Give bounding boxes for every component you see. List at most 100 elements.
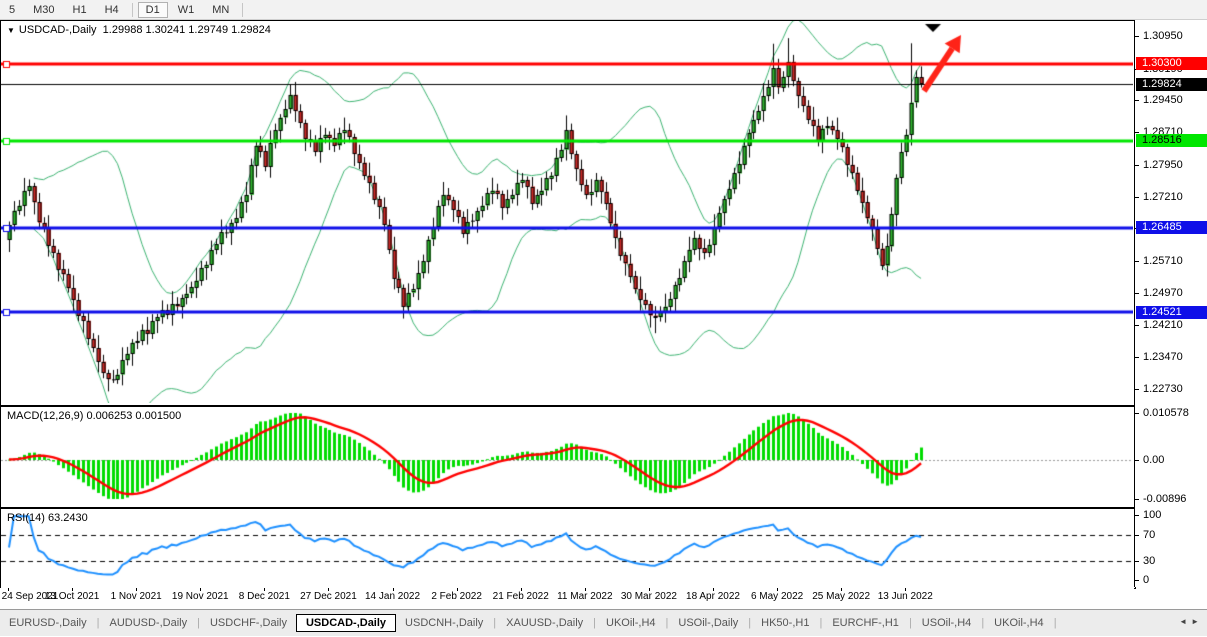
time-axis-label: 14 Jan 2022 [365, 591, 421, 602]
axis-tick-mark [1135, 100, 1139, 101]
price-tick-label: 1.22730 [1143, 383, 1183, 395]
time-tick-mark [200, 588, 201, 591]
main-chart-panel[interactable]: ▼ USDCAD-,Daily 1.29988 1.30241 1.29749 1… [0, 20, 1136, 406]
tab-ukoil-h4[interactable]: UKOil-,H4 [994, 617, 1044, 629]
toolbar-separator [242, 2, 244, 17]
time-axis-label: 13 Jun 2022 [877, 591, 933, 602]
time-axis-label: 30 Mar 2022 [620, 591, 677, 602]
tab-scroll-left-icon[interactable]: ◄ [1179, 617, 1192, 626]
tab-separator: | [665, 617, 669, 629]
time-axis-label: 25 May 2022 [812, 591, 871, 602]
time-axis-label: 18 Apr 2022 [686, 591, 740, 602]
time-tick-mark [905, 588, 906, 591]
axis-tick-mark [1135, 261, 1139, 262]
tab-usoil-daily[interactable]: USOil-,Daily [678, 617, 739, 629]
time-axis[interactable]: 24 Sep 2021 13 Oct 2021 1 Nov 2021 19 Nov 2… [0, 588, 1134, 608]
rsi-tick-label: 30 [1143, 555, 1156, 567]
axis-tick-mark [1135, 413, 1139, 414]
tab-hk50-h1[interactable]: HK50-,H1 [761, 617, 810, 629]
time-tick-mark [521, 588, 522, 591]
timeframe-button-w1[interactable]: W1 [177, 3, 195, 16]
price-tick-label: 1.27950 [1143, 159, 1183, 171]
time-tick-mark [457, 588, 458, 591]
tab-eurusd-daily[interactable]: EURUSD-,Daily [9, 617, 87, 629]
time-tick-mark [777, 588, 778, 591]
hline-price-badge: 1.26485 [1136, 221, 1207, 234]
time-axis-label: 24 Sep 2021 [1, 591, 59, 602]
axis-tick-mark [1135, 165, 1139, 166]
tab-separator: | [908, 617, 912, 629]
chart-symbol-label: USDCAD-,Daily [18, 24, 97, 36]
main-chart-canvas[interactable] [1, 21, 1133, 403]
price-tick-label: 1.23470 [1143, 351, 1183, 363]
axis-tick-mark [1135, 580, 1139, 581]
axis-tick-mark [1135, 389, 1139, 390]
axis-tick-mark [1135, 132, 1139, 133]
timeframe-button-h1[interactable]: H1 [72, 3, 87, 16]
macd-tick-label: 0.010578 [1143, 407, 1189, 419]
axis-tick-mark [1135, 515, 1139, 516]
tab-separator: | [593, 617, 597, 629]
time-axis-label: 6 May 2022 [750, 591, 804, 602]
axis-tick-mark [1135, 357, 1139, 358]
tab-xauusd-daily[interactable]: XAUUSD-,Daily [506, 617, 584, 629]
time-tick-mark [8, 588, 9, 591]
timeframe-button-mn[interactable]: MN [212, 3, 230, 16]
rsi-tick-label: 70 [1143, 529, 1156, 541]
axis-tick-mark [1135, 561, 1139, 562]
tab-usdcad-daily[interactable]: USDCAD-,Daily [295, 614, 397, 632]
axis-tick-mark [1135, 293, 1139, 294]
rsi-indicator-panel[interactable]: RSI(14) 63.2430 [0, 508, 1136, 589]
time-axis-label: 1 Nov 2021 [110, 591, 162, 602]
time-tick-mark [328, 588, 329, 591]
time-axis-label: 13 Oct 2021 [44, 591, 100, 602]
tab-separator: | [1053, 617, 1057, 629]
tab-separator: | [819, 617, 823, 629]
macd-indicator-panel[interactable]: MACD(12,26,9) 0.006253 0.001500 [0, 406, 1136, 508]
rsi-canvas[interactable] [1, 509, 1133, 586]
time-tick-mark [841, 588, 842, 591]
macd-label: MACD(12,26,9) 0.006253 0.001500 [7, 410, 182, 422]
timeframe-toolbar: 5 M30 H1 H4 D1 W1 MN [0, 0, 1207, 20]
axis-tick-mark [1135, 499, 1139, 500]
price-axis[interactable]: 1.309501.301901.294501.287101.279501.272… [1134, 20, 1207, 587]
time-tick-mark [72, 588, 73, 591]
tab-separator: | [197, 617, 200, 629]
tab-separator: | [748, 617, 752, 629]
tab-usdchf-daily[interactable]: USDCHF-,Daily [209, 617, 287, 629]
macd-tick-label: -0.00896 [1143, 493, 1187, 505]
macd-canvas[interactable] [1, 407, 1133, 505]
price-tick-label: 1.30950 [1143, 30, 1183, 42]
time-tick-mark [136, 588, 137, 591]
time-axis-label: 19 Nov 2021 [171, 591, 229, 602]
time-tick-mark [649, 588, 650, 591]
toolbar-separator [131, 2, 133, 17]
timeframe-button-5[interactable]: 5 [9, 3, 16, 16]
tab-scroll-right-icon[interactable]: ► [1191, 617, 1203, 626]
price-tick-label: 1.24970 [1143, 287, 1183, 299]
chart-tab-bar: EURUSD-,Daily | AUDUSD-,Daily | USDCHF-,Dail… [0, 609, 1207, 636]
price-tick-label: 1.29450 [1143, 94, 1183, 106]
tab-usdcnh-daily[interactable]: USDCNH-,Daily [405, 617, 484, 629]
tab-eurchf-h1[interactable]: EURCHF-,H1 [832, 617, 899, 629]
timeframe-button-d1[interactable]: D1 [137, 1, 168, 18]
axis-tick-mark [1135, 535, 1139, 536]
tab-ukoil-h4[interactable]: UKOil-,H4 [606, 617, 656, 629]
timeframe-button-h4[interactable]: H4 [104, 3, 119, 16]
time-tick-mark [264, 588, 265, 591]
tab-usoil-h4[interactable]: USOil-,H4 [921, 617, 972, 629]
timeframe-button-m30[interactable]: M30 [33, 3, 55, 16]
chart-ohlc-values: 1.29988 1.30241 1.29749 1.29824 [102, 24, 271, 36]
rsi-label: RSI(14) 63.2430 [7, 512, 88, 524]
chevron-down-icon[interactable]: ▼ [7, 26, 15, 35]
tab-separator: | [96, 617, 100, 629]
time-tick-mark [713, 588, 714, 591]
axis-tick-mark [1135, 36, 1139, 37]
hline-price-badge: 1.24521 [1136, 306, 1207, 319]
price-tick-label: 1.25710 [1143, 255, 1183, 267]
tab-audusd-daily[interactable]: AUDUSD-,Daily [109, 617, 188, 629]
time-axis-label: 21 Feb 2022 [492, 591, 549, 602]
price-tick-label: 1.27210 [1143, 191, 1183, 203]
hline-price-badge: 1.28516 [1136, 134, 1207, 147]
